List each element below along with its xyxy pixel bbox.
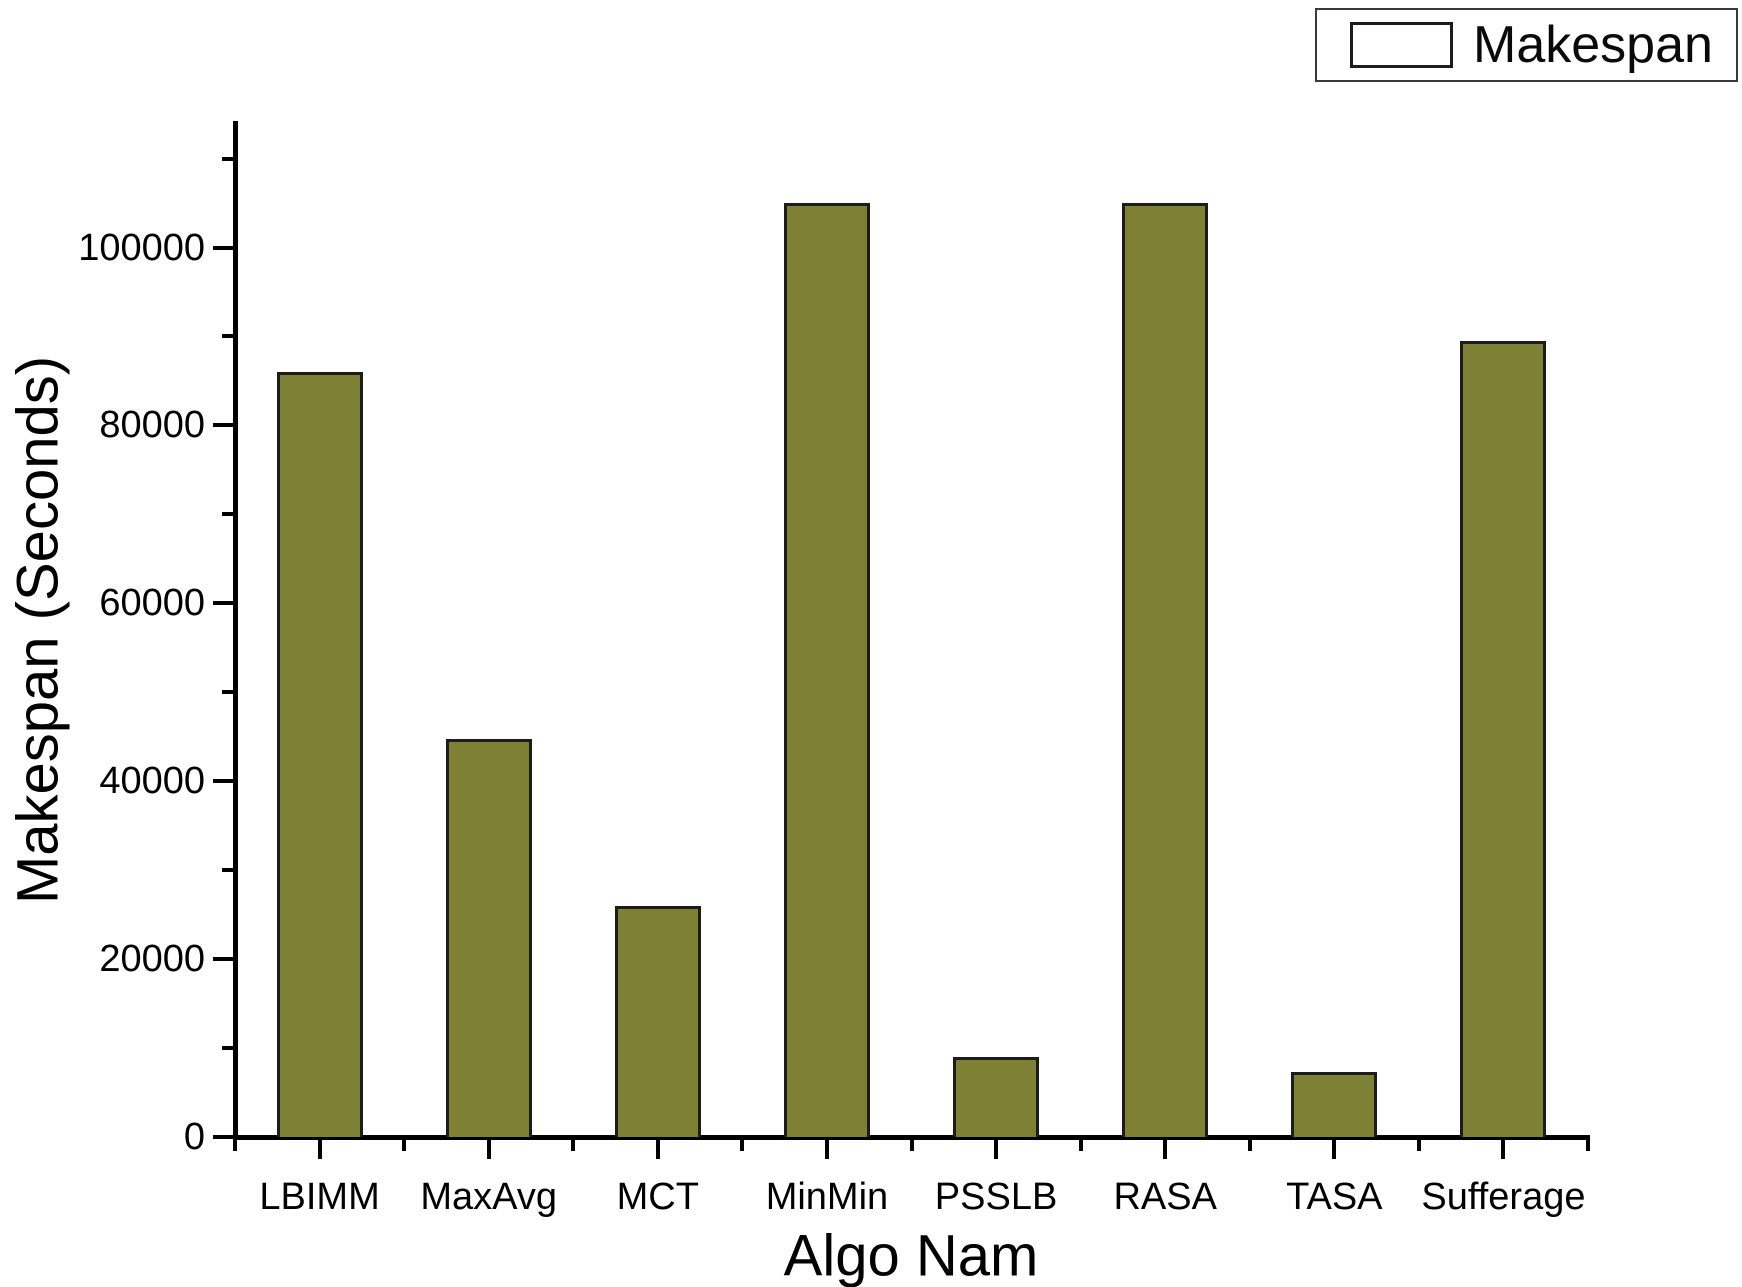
y-tick-label: 20000 <box>99 938 205 981</box>
x-axis-title: Algo Nam <box>783 1223 1039 1287</box>
y-tick-label: 100000 <box>78 226 205 269</box>
bar-maxavg <box>445 739 532 1137</box>
y-tick-label: 0 <box>183 1116 205 1158</box>
bar-sufferage <box>1460 340 1547 1137</box>
x-major-tick <box>1501 1140 1506 1159</box>
x-tick-label-maxavg: MaxAvg <box>420 1176 557 1218</box>
y-axis-line <box>233 121 238 1140</box>
x-tick-label-minmin: MinMin <box>765 1176 889 1218</box>
bar-tasa <box>1291 1072 1378 1137</box>
y-minor-tick <box>222 868 233 873</box>
legend-swatch-makespan <box>1350 22 1453 68</box>
x-major-tick <box>994 1140 999 1159</box>
x-major-tick <box>486 1140 491 1159</box>
y-tick-label: 80000 <box>99 404 205 447</box>
y-minor-tick <box>222 512 233 517</box>
x-tick-label-rasa: RASA <box>1113 1176 1217 1218</box>
bar-psslb <box>953 1056 1040 1137</box>
x-minor-tick <box>1078 1140 1083 1151</box>
x-tick-label-tasa: TASA <box>1286 1176 1383 1218</box>
x-major-tick <box>1332 1140 1337 1159</box>
y-tick-label: 40000 <box>99 760 205 803</box>
x-minor-tick <box>909 1140 914 1151</box>
y-minor-tick <box>222 334 233 339</box>
x-tick-label-psslb: PSSLB <box>934 1176 1058 1218</box>
bar-mct <box>614 905 701 1137</box>
x-minor-tick <box>1247 1140 1252 1151</box>
y-major-tick <box>213 423 233 428</box>
x-minor-tick <box>233 1140 237 1151</box>
y-major-tick <box>213 245 233 250</box>
y-major-tick <box>213 957 233 962</box>
bar-rasa <box>1122 203 1209 1137</box>
x-tick-label-mct: MCT <box>616 1176 699 1218</box>
x-major-tick <box>824 1140 829 1159</box>
x-major-tick <box>1163 1140 1168 1159</box>
x-major-tick <box>655 1140 660 1159</box>
y-minor-tick <box>222 1046 233 1051</box>
x-major-tick <box>317 1140 322 1159</box>
y-major-tick <box>213 779 233 784</box>
legend: Makespan <box>1315 8 1738 82</box>
y-major-tick <box>213 1135 233 1139</box>
bar-minmin <box>783 203 870 1137</box>
y-minor-tick <box>222 690 233 695</box>
x-minor-tick <box>1416 1140 1421 1151</box>
x-minor-tick <box>571 1140 576 1151</box>
x-minor-tick <box>402 1140 407 1151</box>
bar-lbimm <box>276 372 363 1137</box>
y-major-tick <box>213 601 233 606</box>
x-tick-label-lbimm: LBIMM <box>259 1176 380 1218</box>
y-tick-label: 60000 <box>99 582 205 625</box>
y-minor-tick <box>222 156 233 161</box>
x-minor-tick <box>740 1140 745 1151</box>
x-axis-line <box>233 1135 1590 1140</box>
x-tick-label-sufferage: Sufferage <box>1421 1176 1586 1218</box>
legend-label: Makespan <box>1473 16 1713 74</box>
x-minor-tick <box>1586 1140 1590 1151</box>
